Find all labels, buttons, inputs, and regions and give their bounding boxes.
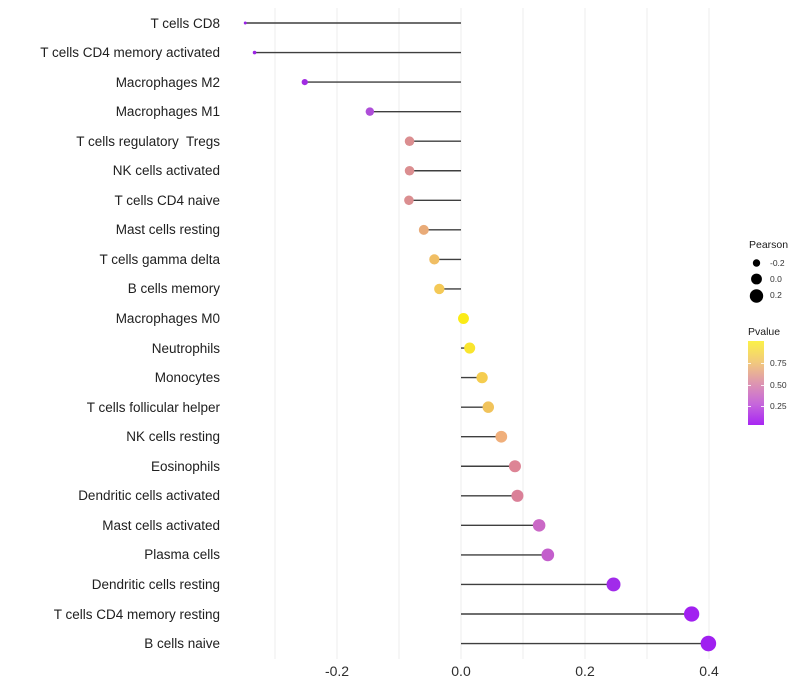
colorbar-tick bbox=[761, 385, 764, 387]
y-axis-label: Monocytes bbox=[154, 370, 220, 386]
y-axis-label: Macrophages M1 bbox=[115, 104, 220, 120]
lollipop-dot bbox=[511, 489, 524, 502]
lollipop-dot bbox=[243, 21, 247, 25]
lollipop-dot bbox=[464, 342, 476, 354]
lollipop-dot bbox=[683, 606, 700, 622]
pearson-legend-dot-icon bbox=[749, 288, 764, 303]
y-axis-label: T cells CD8 bbox=[150, 15, 220, 31]
y-axis-label: Dendritic cells resting bbox=[91, 576, 220, 592]
pearson-legend-title: Pearson bbox=[749, 239, 789, 251]
pvalue-tick-label: 0.75 bbox=[770, 358, 787, 369]
lollipop-dot bbox=[301, 78, 308, 86]
pearson-legend-item-label: 0.2 bbox=[770, 290, 782, 301]
y-axis-label: Dendritic cells activated bbox=[78, 488, 220, 504]
lollipop-dot bbox=[482, 401, 495, 413]
y-axis-label: Mast cells resting bbox=[115, 222, 220, 238]
lollipop-dot bbox=[532, 519, 546, 532]
y-axis-label: B cells naive bbox=[144, 636, 220, 652]
y-axis-label: Macrophages M2 bbox=[115, 74, 220, 90]
y-axis-label: Eosinophils bbox=[150, 458, 220, 474]
lollipop-dot bbox=[404, 195, 414, 206]
pearson-legend-item-label: 0.0 bbox=[770, 274, 782, 285]
y-axis-label: Macrophages M0 bbox=[115, 311, 220, 326]
pearson-legend-item: -0.2 bbox=[748, 255, 785, 271]
pvalue-tick-label: 0.50 bbox=[770, 380, 787, 391]
lollipop-dot bbox=[418, 224, 429, 235]
x-axis-tick-label: 0.2 bbox=[575, 663, 595, 679]
colorbar-tick bbox=[748, 406, 751, 408]
lollipop-dot bbox=[434, 283, 445, 295]
pearson-legend-item: 0.0 bbox=[748, 271, 782, 287]
y-axis-label: Mast cells activated bbox=[102, 517, 220, 533]
pearson-legend-dot-icon bbox=[751, 273, 762, 285]
lollipop-dot bbox=[541, 548, 555, 562]
y-axis-label: Neutrophils bbox=[151, 340, 220, 356]
x-axis-tick-label: -0.2 bbox=[324, 663, 350, 679]
lollipop-dot bbox=[252, 50, 257, 55]
lollipop-dot bbox=[606, 577, 621, 592]
y-axis-label: T cells regulatory Tregs bbox=[76, 133, 220, 149]
lollipop-dot bbox=[458, 313, 469, 324]
lollipop-dot bbox=[508, 460, 521, 473]
lollipop-dot bbox=[404, 136, 415, 146]
pearson-legend-item-label: -0.2 bbox=[770, 257, 785, 268]
lollipop-dot bbox=[429, 254, 440, 265]
pvalue-tick-label: 0.25 bbox=[770, 401, 787, 412]
pearson-legend-dot-icon bbox=[752, 259, 761, 267]
y-axis-label: T cells follicular helper bbox=[86, 399, 220, 415]
x-axis-tick-label: 0.0 bbox=[451, 663, 471, 679]
y-axis-label: Plasma cells bbox=[144, 547, 220, 563]
colorbar-tick bbox=[761, 406, 764, 408]
x-axis-tick-label: 0.4 bbox=[699, 663, 719, 679]
y-axis-label: T cells CD4 memory activated bbox=[40, 45, 220, 61]
y-axis-label: B cells memory bbox=[127, 281, 220, 297]
colorbar-tick bbox=[748, 385, 751, 387]
lollipop-dot bbox=[365, 107, 375, 116]
lollipop-dot bbox=[495, 430, 508, 443]
lollipop-dot bbox=[700, 635, 717, 652]
y-axis-label: NK cells activated bbox=[112, 163, 220, 179]
lollipop-dot bbox=[476, 371, 488, 384]
pvalue-legend-title: Pvalue bbox=[748, 326, 781, 338]
y-axis-label: NK cells resting bbox=[126, 429, 220, 445]
y-axis-label: T cells CD4 memory resting bbox=[53, 606, 220, 622]
y-axis-label: T cells CD4 naive bbox=[114, 192, 220, 208]
lollipop-dot bbox=[404, 165, 415, 176]
colorbar-tick bbox=[748, 363, 751, 365]
y-axis-label: T cells gamma delta bbox=[99, 251, 220, 267]
pvalue-colorbar bbox=[748, 341, 764, 425]
colorbar-tick bbox=[761, 363, 764, 365]
pearson-legend-item: 0.2 bbox=[748, 288, 782, 304]
